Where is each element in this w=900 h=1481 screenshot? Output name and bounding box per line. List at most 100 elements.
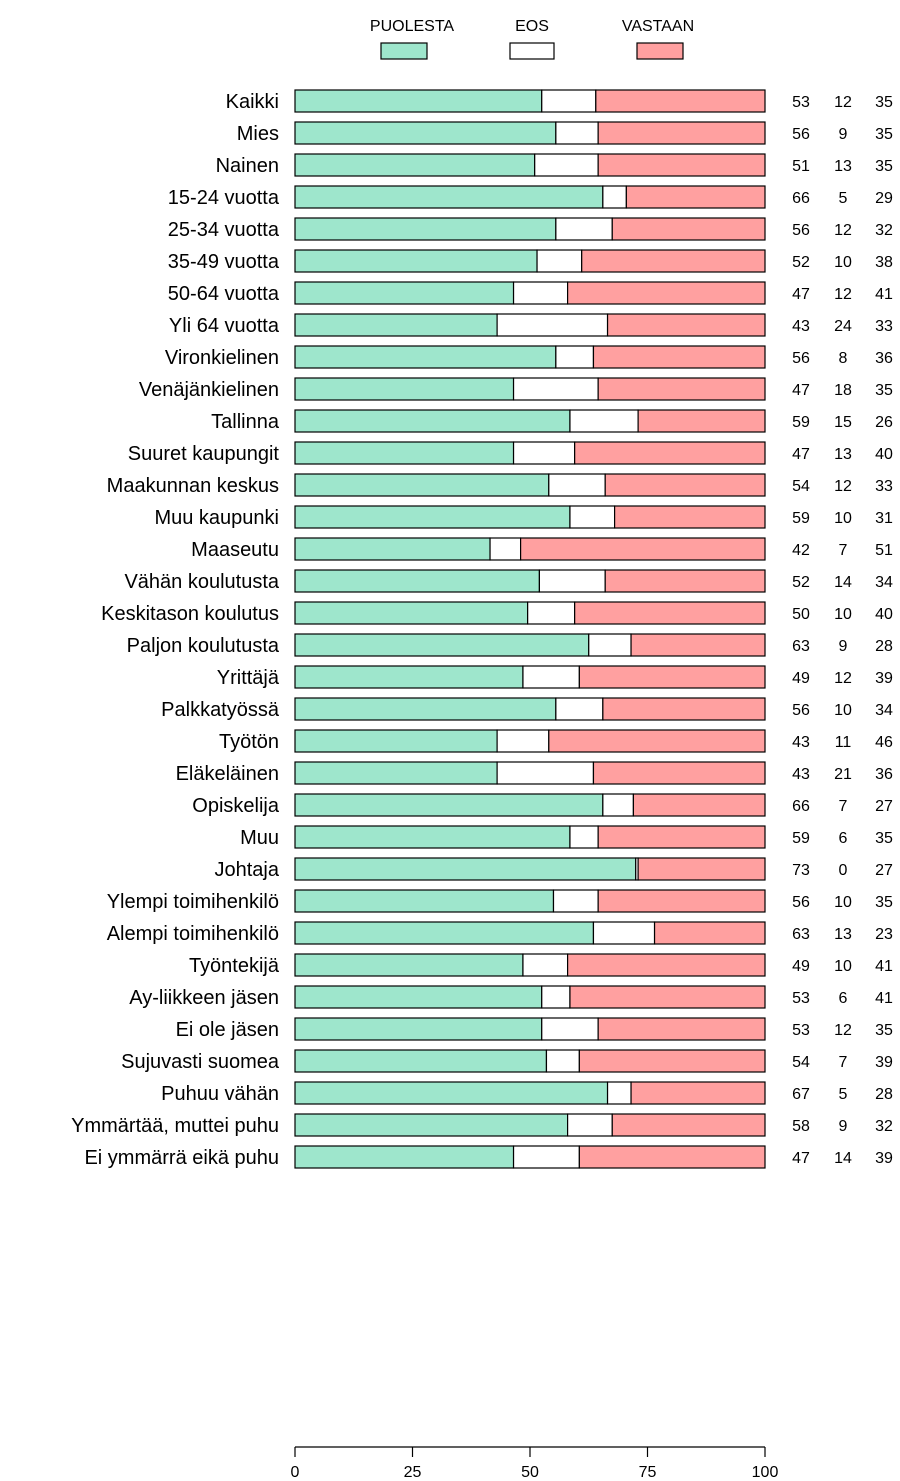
bar-segment-for xyxy=(294,153,536,177)
data-label-for: 47 xyxy=(792,382,810,399)
bar-segment-against xyxy=(595,89,766,113)
bar-segment-for xyxy=(294,761,498,785)
bar-segment-against xyxy=(519,537,766,561)
data-label-neutral: 7 xyxy=(839,542,848,559)
data-label-against: 27 xyxy=(875,862,893,879)
data-label-against: 28 xyxy=(875,638,893,655)
bar-segment-for xyxy=(294,953,524,977)
bar-segment-against xyxy=(597,825,766,849)
data-label-against: 34 xyxy=(875,702,893,719)
data-label-against: 38 xyxy=(875,254,893,271)
category-label: Vironkielinen xyxy=(165,347,279,369)
data-label-against: 46 xyxy=(875,734,893,751)
category-label: 50-64 vuotta xyxy=(168,283,280,305)
data-label-against: 32 xyxy=(875,1118,893,1135)
data-label-for: 56 xyxy=(792,350,810,367)
category-label: Keskitason koulutus xyxy=(101,603,279,625)
category-label: Ei ymmärrä eikä puhu xyxy=(84,1147,279,1169)
bar-segment-for xyxy=(294,1049,548,1073)
data-label-for: 49 xyxy=(792,670,810,687)
bar-segment-neutral xyxy=(512,441,576,465)
bar-segment-neutral xyxy=(602,185,627,209)
bar-segment-neutral xyxy=(541,89,597,113)
category-label: 15-24 vuotta xyxy=(168,187,280,209)
data-label-neutral: 12 xyxy=(834,94,852,111)
data-label-against: 39 xyxy=(875,1054,893,1071)
bar-segment-against xyxy=(592,345,766,369)
data-label-neutral: 10 xyxy=(834,958,852,975)
data-label-neutral: 24 xyxy=(834,318,852,335)
data-label-neutral: 13 xyxy=(834,158,852,175)
data-label-against: 40 xyxy=(875,446,893,463)
data-label-for: 47 xyxy=(792,446,810,463)
category-label: Ay-liikkeen jäsen xyxy=(129,987,279,1009)
x-tick-label: 25 xyxy=(404,1464,422,1481)
category-label: Ymmärtää, muttei puhu xyxy=(71,1115,279,1137)
data-label-neutral: 15 xyxy=(834,414,852,431)
data-label-neutral: 10 xyxy=(834,510,852,527)
data-label-for: 67 xyxy=(792,1086,810,1103)
bar-segment-against xyxy=(632,793,766,817)
data-label-for: 42 xyxy=(792,542,810,559)
data-label-against: 34 xyxy=(875,574,893,591)
data-label-neutral: 12 xyxy=(834,1022,852,1039)
bar-segment-against xyxy=(574,601,766,625)
bar-segment-for xyxy=(294,665,524,689)
bar-segment-for xyxy=(294,505,571,529)
bar-segment-neutral xyxy=(522,665,580,689)
x-tick-label: 75 xyxy=(639,1464,657,1481)
data-label-neutral: 13 xyxy=(834,926,852,943)
bar-segment-neutral xyxy=(555,697,604,721)
data-label-against: 51 xyxy=(875,542,893,559)
category-label: Venäjänkielinen xyxy=(139,379,279,401)
data-label-for: 53 xyxy=(792,94,810,111)
data-label-for: 66 xyxy=(792,798,810,815)
category-label: Muu kaupunki xyxy=(154,507,279,529)
bar-segment-for xyxy=(294,377,515,401)
data-label-neutral: 10 xyxy=(834,894,852,911)
data-label-for: 54 xyxy=(792,1054,810,1071)
x-tick-label: 0 xyxy=(291,1464,300,1481)
data-label-for: 73 xyxy=(792,862,810,879)
bar-segment-neutral xyxy=(512,377,599,401)
data-label-against: 31 xyxy=(875,510,893,527)
data-label-neutral: 10 xyxy=(834,254,852,271)
bar-segment-for xyxy=(294,249,538,273)
category-label: Sujuvasti suomea xyxy=(121,1051,280,1073)
bar-segment-neutral xyxy=(555,217,613,241)
bar-segment-against xyxy=(578,1049,766,1073)
data-label-for: 66 xyxy=(792,190,810,207)
bar-segment-for xyxy=(294,89,543,113)
legend-label-neutral: EOS xyxy=(515,18,549,35)
data-label-against: 27 xyxy=(875,798,893,815)
bar-segment-neutral xyxy=(527,601,576,625)
data-label-against: 39 xyxy=(875,670,893,687)
bar-segment-for xyxy=(294,697,557,721)
category-label: Paljon koulutusta xyxy=(127,635,280,657)
bar-segment-for xyxy=(294,281,515,305)
data-label-neutral: 12 xyxy=(834,222,852,239)
bar-segment-neutral xyxy=(569,825,599,849)
category-label: Kaikki xyxy=(226,91,279,113)
bar-segment-for xyxy=(294,793,604,817)
bar-segment-against xyxy=(566,281,766,305)
bar-segment-against xyxy=(637,409,766,433)
data-label-for: 43 xyxy=(792,734,810,751)
data-label-for: 43 xyxy=(792,766,810,783)
category-label: Alempi toimihenkilö xyxy=(107,923,279,945)
data-label-for: 63 xyxy=(792,926,810,943)
data-label-for: 54 xyxy=(792,478,810,495)
data-label-for: 51 xyxy=(792,158,810,175)
data-label-neutral: 21 xyxy=(834,766,852,783)
data-label-neutral: 9 xyxy=(839,1118,848,1135)
data-label-for: 56 xyxy=(792,702,810,719)
bar-segment-for xyxy=(294,1145,515,1169)
data-label-for: 53 xyxy=(792,990,810,1007)
bar-segment-for xyxy=(294,441,515,465)
legend-swatch-neutral xyxy=(509,42,555,60)
data-label-for: 52 xyxy=(792,574,810,591)
bar-segment-for xyxy=(294,569,540,593)
data-label-for: 58 xyxy=(792,1118,810,1135)
bar-segment-against xyxy=(597,377,766,401)
category-label: Opiskelija xyxy=(192,795,280,817)
